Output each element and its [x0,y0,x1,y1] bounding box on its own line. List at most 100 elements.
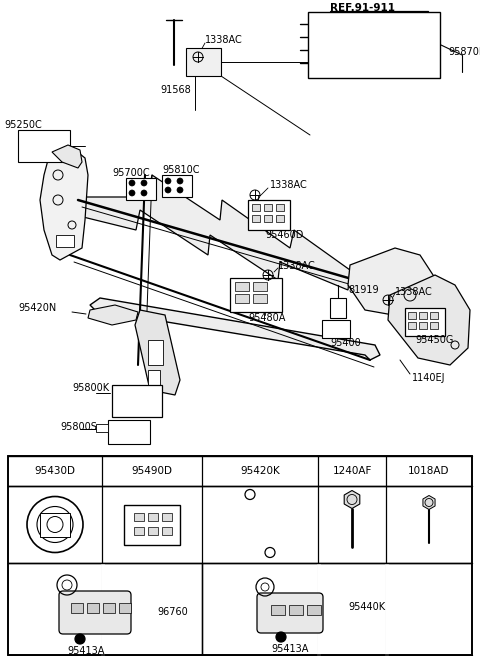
Bar [148,370,160,388]
Text: 95413A: 95413A [271,644,308,654]
Text: 95800K: 95800K [72,383,109,393]
Text: 1338AC: 1338AC [270,180,308,190]
Bar [248,200,290,230]
Bar [253,282,267,291]
Circle shape [276,632,286,642]
Bar [252,204,260,211]
Text: 95413A: 95413A [67,646,104,656]
Bar [264,204,272,211]
Text: 95700C: 95700C [112,168,150,178]
Bar [103,603,115,613]
Bar [264,215,272,222]
Text: 95460D: 95460D [265,230,303,240]
Bar [102,564,103,654]
Text: 95420N: 95420N [18,303,56,313]
FancyBboxPatch shape [257,593,323,633]
Bar [112,385,162,417]
Text: 95800S: 95800S [60,422,97,432]
Bar [289,605,303,615]
Circle shape [165,178,171,184]
Text: 1338AC: 1338AC [278,261,316,271]
Text: 1240AF: 1240AF [332,466,372,476]
Bar [271,605,285,615]
Bar [330,298,346,318]
Bar [119,603,131,613]
Circle shape [141,180,147,186]
Bar [56,235,74,247]
Text: 95250C: 95250C [4,120,42,130]
Bar [252,215,260,222]
Text: 95490D: 95490D [132,466,172,476]
Bar [71,603,83,613]
Polygon shape [90,298,380,360]
Bar [134,512,144,520]
Bar [162,527,172,535]
Bar [162,175,192,197]
FancyBboxPatch shape [59,591,131,634]
Bar [419,322,427,329]
Circle shape [165,187,171,193]
Bar [430,322,438,329]
Text: 95440K: 95440K [348,602,385,612]
Text: 91568: 91568 [160,85,191,95]
Bar [276,215,284,222]
Circle shape [129,180,135,186]
Bar [230,278,282,312]
Text: 1018AD: 1018AD [408,466,450,476]
Text: 95480A: 95480A [248,313,286,323]
Text: 95870D: 95870D [448,47,480,57]
Bar [419,312,427,319]
Bar [8,456,472,655]
Text: 96760: 96760 [157,607,188,617]
Bar [148,527,158,535]
Text: 95450G: 95450G [415,335,454,345]
Bar [276,204,284,211]
Bar [430,312,438,319]
Bar [18,130,70,162]
Circle shape [75,634,85,644]
Polygon shape [344,491,360,508]
Bar [87,603,99,613]
Polygon shape [75,175,350,290]
Text: 1140EJ: 1140EJ [412,373,445,383]
Bar [148,340,163,365]
Bar [253,294,267,303]
Bar [307,605,321,615]
Text: REF.91-911: REF.91-911 [330,3,395,13]
Polygon shape [88,305,138,325]
Text: 81919: 81919 [348,285,379,295]
Bar [235,294,249,303]
Bar [148,512,158,520]
Bar [186,48,221,76]
Polygon shape [348,248,435,318]
Circle shape [177,187,183,193]
Polygon shape [40,150,88,260]
Bar [108,420,150,444]
Polygon shape [52,145,82,168]
Bar [124,504,180,544]
Bar [308,12,440,78]
Text: 95810C: 95810C [162,165,200,175]
Text: 1338AC: 1338AC [395,287,433,297]
Bar [162,512,172,520]
Bar [96,424,108,432]
Bar [126,178,156,200]
Bar [40,512,70,537]
Bar [322,320,350,338]
Polygon shape [388,275,470,365]
Text: 95400: 95400 [330,338,361,348]
Bar [405,308,445,336]
Text: 95430D: 95430D [35,466,75,476]
Bar [235,282,249,291]
Bar [318,564,319,654]
Text: 1338AC: 1338AC [205,35,243,45]
Bar [8,456,472,655]
Circle shape [129,190,135,196]
Bar [408,322,416,329]
Circle shape [177,178,183,184]
Bar [386,564,387,654]
Polygon shape [135,310,180,395]
Text: 95420K: 95420K [240,466,280,476]
Bar [408,312,416,319]
Bar [134,527,144,535]
